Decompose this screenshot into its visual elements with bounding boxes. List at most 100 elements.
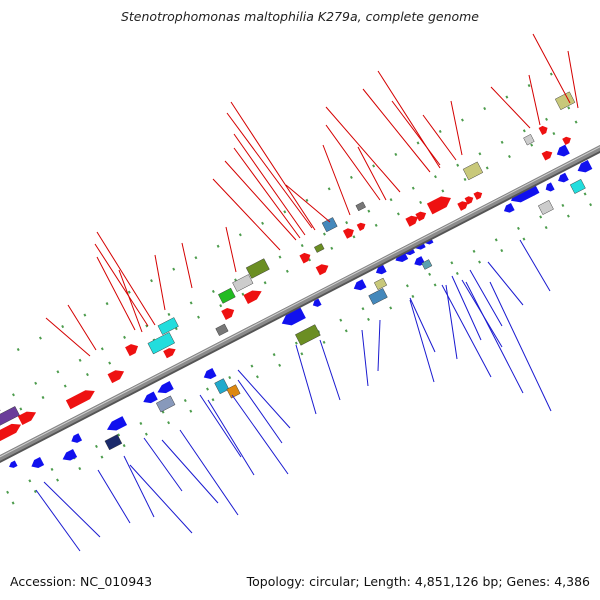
leader-line (409, 299, 435, 383)
leader-line (357, 146, 387, 201)
gene-box (245, 258, 270, 279)
forward-gene-arrow (299, 252, 311, 264)
leader-line (231, 394, 289, 475)
gene-box (421, 259, 433, 270)
leader-line (35, 489, 81, 552)
gene-box (538, 199, 554, 215)
leader-line (391, 100, 441, 166)
reverse-gene-arrow (545, 182, 555, 192)
leader-line (233, 147, 301, 239)
leader-line (445, 284, 458, 360)
gene-box (104, 434, 123, 451)
leader-line (225, 226, 237, 273)
track-dotted-line (0, 97, 587, 404)
gene-box (355, 201, 366, 212)
accession-text: Accession: NC_010943 (10, 574, 153, 589)
track-dotted-line (0, 112, 594, 422)
forward-gene-arrow (65, 390, 95, 410)
leader-line (322, 144, 351, 216)
leader-line (490, 86, 531, 129)
leader-line (67, 304, 97, 351)
leader-line (96, 231, 156, 326)
forward-gene-arrow (356, 222, 366, 231)
leader-line (361, 329, 369, 387)
leader-line (295, 344, 317, 415)
track-dotted-line (0, 64, 570, 361)
reverse-gene-arrow (556, 144, 570, 157)
reverse-gene-arrow (71, 433, 83, 443)
reverse-gene-arrow (62, 448, 78, 461)
reverse-gene-arrow (558, 172, 569, 183)
leader-line (233, 133, 306, 236)
forward-gene-arrow (17, 411, 37, 426)
leader-line (96, 256, 136, 331)
leader-line (179, 429, 239, 516)
leader-line (450, 100, 463, 156)
leader-line (45, 317, 91, 357)
leader-line (207, 399, 255, 476)
gene-box (214, 378, 230, 395)
reverse-gene-arrow (106, 416, 128, 431)
gene-box (232, 274, 254, 292)
leader-line (118, 269, 143, 333)
forward-gene-arrow (221, 308, 235, 320)
reverse-gene-arrow (577, 159, 593, 173)
gene-box (0, 406, 20, 430)
leader-line (94, 243, 149, 327)
leader-line (212, 178, 281, 251)
gene-box (569, 179, 586, 194)
leader-line (199, 394, 242, 458)
gene-box (314, 243, 325, 253)
gene-box (462, 161, 484, 181)
gene-box (215, 323, 229, 336)
reverse-gene-arrow (157, 381, 174, 394)
leader-line (43, 481, 101, 538)
genome-backbone-highlight (0, 146, 600, 458)
leader-line (181, 242, 193, 289)
forward-gene-arrow (107, 370, 125, 384)
genome-summary-text: Topology: circular; Length: 4,851,126 bp… (246, 574, 590, 589)
reverse-gene-arrow (143, 391, 158, 404)
leader-line (123, 455, 155, 518)
gene-box (321, 217, 338, 233)
track-dots (0, 64, 600, 505)
reverse-gene-arrow (203, 367, 217, 379)
leader-line (224, 160, 297, 241)
forward-gene-arrow (464, 196, 474, 205)
leader-line (567, 50, 579, 109)
leader-line (377, 319, 381, 372)
leader-line (285, 184, 331, 223)
gene-features (0, 91, 593, 469)
map-title: Stenotrophomonas maltophilia K279a, comp… (120, 9, 480, 24)
forward-gene-arrow (538, 125, 548, 136)
gene-box (155, 395, 176, 413)
gene-box (373, 277, 388, 291)
gene-box (368, 288, 388, 305)
reverse-gene-arrow (353, 279, 367, 291)
forward-gene-arrow (426, 196, 451, 215)
reverse-gene-arrow (281, 307, 306, 326)
gene-box (226, 384, 241, 399)
leader-line (465, 281, 524, 394)
reverse-gene-arrow (31, 457, 45, 469)
leader-line (97, 469, 131, 524)
forward-gene-arrow (163, 348, 176, 359)
leader-line (143, 437, 183, 492)
gene-box (554, 91, 576, 111)
leader-line (237, 379, 283, 444)
genome-backbone (0, 145, 600, 461)
forward-gene-arrow (405, 215, 419, 227)
leader-line (532, 33, 571, 104)
forward-gene-arrow (415, 211, 427, 222)
leader-line (441, 284, 492, 378)
leader-line (528, 74, 541, 126)
leader-line (154, 254, 166, 311)
forward-gene-arrow (473, 191, 483, 200)
reverse-gene-arrow (312, 298, 322, 307)
leader-line (489, 281, 552, 412)
leader-line (129, 464, 193, 534)
forward-gene-arrow (541, 150, 553, 161)
forward-gene-arrow (315, 264, 329, 276)
